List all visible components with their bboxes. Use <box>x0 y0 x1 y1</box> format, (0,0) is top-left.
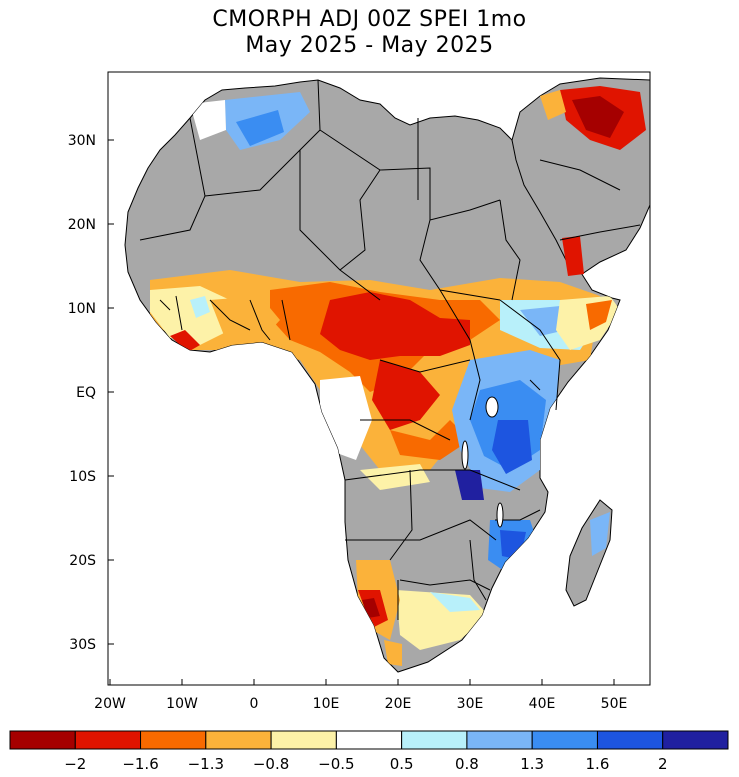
map-frame <box>107 71 651 686</box>
lon-tick-label: 20W <box>94 696 126 712</box>
lat-tick-label: 30S <box>69 637 96 653</box>
lat-tick-label: 10S <box>69 469 96 485</box>
arabia-red-patch <box>562 236 584 276</box>
colorbar-label: 0.5 <box>390 755 414 773</box>
madagascar-wet-patch <box>590 512 610 556</box>
colorbar-label: 1.6 <box>586 755 610 773</box>
colorbar-label: −2 <box>64 755 86 773</box>
colorbar-label: −0.8 <box>253 755 289 773</box>
colorbar-label: −0.5 <box>318 755 354 773</box>
colorbar: −2 −1.6 −1.3 −0.8 −0.5 0.5 0.8 1.3 1.6 2 <box>9 730 729 773</box>
lake-malawi <box>496 502 504 528</box>
lon-tick-label: 40E <box>529 696 556 712</box>
colorbar-label: −1.6 <box>122 755 158 773</box>
colorbar-swatch <box>596 730 664 750</box>
lat-tick-label: EQ <box>76 385 96 401</box>
map-title-line1: CMORPH ADJ 00Z SPEI 1mo <box>212 7 527 32</box>
lat-tick-label: 10N <box>68 301 96 317</box>
spei-anomaly-field <box>150 92 620 666</box>
country-borders <box>139 79 641 620</box>
lat-tick-label: 30N <box>68 133 96 149</box>
colorbar-label: 2 <box>658 755 668 773</box>
lon-tick-label: 30E <box>457 696 484 712</box>
colorbar-swatch <box>531 730 598 750</box>
colorbar-swatch <box>9 730 76 750</box>
colorbar-label: −1.3 <box>188 755 224 773</box>
lon-tick-label: 10W <box>166 696 198 712</box>
lake-victoria <box>485 396 499 418</box>
lon-tick-label: 20E <box>385 696 412 712</box>
lon-tick-label: 10E <box>313 696 340 712</box>
colorbar-swatch <box>205 730 272 750</box>
lake-tanganyika <box>461 440 469 470</box>
map-title-line2: May 2025 - May 2025 <box>245 33 494 58</box>
colorbar-swatch <box>335 730 403 750</box>
lat-tick-label: 20S <box>69 553 96 569</box>
colorbar-swatch <box>662 730 729 750</box>
axis-ticks: 20W 10W 0 10E 20E 30E 40E 50E 30N 20N 10N EQ 10S 20S 3… <box>68 133 628 712</box>
lon-tick-label: 50E <box>601 696 628 712</box>
colorbar-label: 1.3 <box>520 755 544 773</box>
middle-east-extreme-patch <box>572 96 624 138</box>
colorbar-swatch <box>466 730 533 750</box>
colorbar-label: 0.8 <box>455 755 479 773</box>
middle-east-moderate-patch <box>540 90 566 120</box>
colorbar-swatch <box>401 730 468 750</box>
colorbar-swatch <box>270 730 337 750</box>
lon-tick-label: 0 <box>250 696 259 712</box>
colorbar-swatch <box>140 730 207 750</box>
lat-tick-label: 20N <box>68 217 96 233</box>
colorbar-swatch <box>74 730 142 750</box>
